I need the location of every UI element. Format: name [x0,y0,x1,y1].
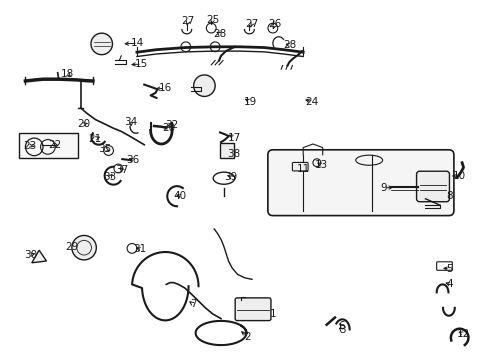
FancyBboxPatch shape [235,298,270,321]
Circle shape [91,33,112,55]
Text: 30: 30 [24,250,37,260]
Text: 16: 16 [158,83,172,93]
Text: 1: 1 [269,309,276,319]
Text: 38: 38 [226,149,240,159]
FancyBboxPatch shape [292,162,307,171]
Text: 26: 26 [267,19,281,30]
Text: 24: 24 [305,96,318,107]
Text: 11: 11 [296,164,309,174]
Text: 29: 29 [65,242,79,252]
Text: 15: 15 [135,59,148,69]
Text: 36: 36 [126,155,140,165]
Text: 31: 31 [132,244,146,254]
FancyBboxPatch shape [267,150,453,216]
Text: 23: 23 [23,141,37,151]
Text: 4: 4 [446,279,452,289]
Text: 6: 6 [337,321,344,331]
Bar [19,133,78,158]
Circle shape [72,235,96,260]
Text: 18: 18 [61,69,74,79]
Text: 9: 9 [380,183,386,193]
Text: 13: 13 [314,160,328,170]
Text: 5: 5 [446,264,452,274]
Text: 32: 32 [165,120,179,130]
Text: 35: 35 [98,144,112,154]
Text: 27: 27 [181,16,195,26]
Text: 37: 37 [115,165,129,175]
Text: 3: 3 [338,325,345,336]
Text: 33: 33 [103,172,117,182]
Text: 34: 34 [124,117,138,127]
Text: 17: 17 [227,132,241,143]
Text: 14: 14 [131,38,144,48]
Text: 28: 28 [282,40,296,50]
Text: 19: 19 [243,96,257,107]
Text: 12: 12 [456,329,469,339]
Text: 20: 20 [78,119,90,129]
Text: 39: 39 [224,172,237,182]
Text: 21: 21 [88,134,102,144]
Bar [220,143,233,158]
Text: 8: 8 [446,191,452,201]
Text: 2: 2 [244,332,251,342]
Polygon shape [32,250,46,263]
Text: 40: 40 [173,191,186,201]
Text: 22: 22 [48,140,61,150]
Circle shape [193,75,215,96]
Text: 20: 20 [162,123,175,133]
FancyBboxPatch shape [416,171,448,202]
Text: 10: 10 [452,171,465,181]
Text: 28: 28 [213,29,226,39]
Text: 27: 27 [244,19,258,30]
Text: 25: 25 [205,15,219,25]
Text: 7: 7 [189,299,196,309]
